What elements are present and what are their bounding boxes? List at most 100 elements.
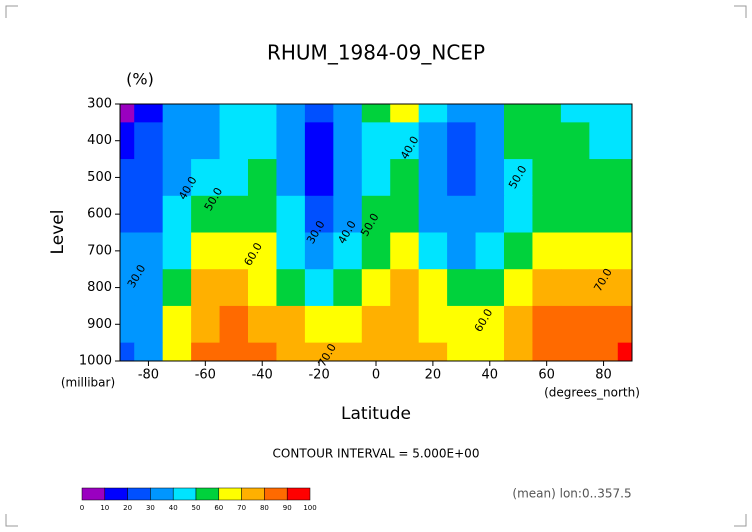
contour-cell <box>219 195 249 233</box>
colorbar-label: 10 <box>100 504 109 512</box>
contour-cell <box>532 104 562 123</box>
contour-cell <box>276 269 306 307</box>
y-units: (millibar) <box>61 376 115 390</box>
contour-cell <box>589 195 619 233</box>
contour-cell <box>191 232 221 270</box>
contour-cell <box>447 232 477 270</box>
contour-cell <box>560 159 590 197</box>
contour-cell <box>333 232 363 270</box>
units: (%) <box>126 70 154 89</box>
contour-cell <box>504 159 533 197</box>
contour-cell <box>589 305 619 344</box>
contour-cell <box>120 104 135 123</box>
contour-cell <box>219 269 249 307</box>
colorbar-box <box>286 487 311 501</box>
contour-cell <box>390 104 420 123</box>
y-tick-label: 500 <box>87 170 112 185</box>
colorbar-label: 80 <box>260 504 269 512</box>
contour-cell <box>447 122 477 160</box>
y-tick-label: 600 <box>87 207 112 222</box>
contour-cell <box>475 104 505 123</box>
contour-cell <box>333 159 363 197</box>
contour-cell <box>361 195 391 233</box>
contour-cell <box>276 122 306 160</box>
contour-cell <box>191 159 221 197</box>
contour-cell <box>504 104 533 123</box>
contour-cell <box>504 232 533 270</box>
contour-cell <box>447 305 477 344</box>
contour-cell <box>418 159 448 197</box>
contour-cell <box>219 122 249 160</box>
contour-cell <box>248 104 277 123</box>
contour-cell <box>617 122 633 160</box>
contour-cell <box>475 269 505 307</box>
x-axis-label: Latitude <box>341 404 411 424</box>
contour-cell <box>276 232 306 270</box>
contour-cell <box>390 269 420 307</box>
x-tick-label: -60 <box>195 368 216 383</box>
colorbar-box <box>150 487 174 501</box>
contour-cell <box>162 195 192 233</box>
contour-cell <box>617 342 633 362</box>
contour-cell <box>333 269 363 307</box>
contour-cell <box>120 232 135 270</box>
contour-cell <box>134 269 164 307</box>
crop-marks <box>5 5 747 527</box>
contour-cell <box>304 195 334 233</box>
contour-cell <box>162 232 192 270</box>
chart-title: RHUM_1984-09_NCEP <box>267 41 485 65</box>
y-tick-label: 300 <box>87 97 112 112</box>
contour-cell <box>191 269 221 307</box>
contour-cell <box>191 122 221 160</box>
contour-cell <box>219 342 249 362</box>
contour-cell <box>361 232 391 270</box>
contour-cell <box>617 305 633 344</box>
x-tick-label: 40 <box>482 368 499 383</box>
contour-cell <box>532 122 562 160</box>
contour-cell <box>120 122 135 160</box>
contour-cell <box>617 104 633 123</box>
colorbar-box <box>241 487 265 501</box>
contour-cell <box>418 122 448 160</box>
x-tick-label: -40 <box>252 368 273 383</box>
colorbar-box <box>218 487 242 501</box>
colorbar-label: 50 <box>192 504 201 512</box>
contour-cell <box>333 305 363 344</box>
contour-cell <box>219 159 249 197</box>
contour-cell <box>162 159 192 197</box>
contour-cell <box>560 104 590 123</box>
contour-cell <box>447 342 477 362</box>
contour-cell <box>361 269 391 307</box>
contour-cell <box>134 159 164 197</box>
contour-cell <box>560 342 590 362</box>
contour-cell <box>304 122 334 160</box>
contour-cell <box>134 195 164 233</box>
contour-cell <box>191 195 221 233</box>
contour-cell <box>276 104 306 123</box>
contour-cell <box>134 342 164 362</box>
contour-cell <box>504 305 533 344</box>
colorbar-box <box>127 487 151 501</box>
contour-cell <box>532 232 562 270</box>
contour-cell <box>219 232 249 270</box>
contour-cell <box>333 122 363 160</box>
contour-cell <box>120 342 135 362</box>
contour-cell <box>191 104 221 123</box>
y-axis-label: Level <box>48 210 68 255</box>
contour-cell <box>276 342 306 362</box>
contour-cell <box>532 195 562 233</box>
contour-cell <box>134 122 164 160</box>
contour-interval: CONTOUR INTERVAL = 5.000E+00 <box>273 447 480 461</box>
contour-cell <box>418 269 448 307</box>
contour-cell <box>504 122 533 160</box>
contour-cell <box>418 342 448 362</box>
contour-cell <box>504 195 533 233</box>
contour-cell <box>304 342 334 362</box>
contour-cell <box>333 104 363 123</box>
colorbar-box <box>172 487 197 501</box>
contour-cell <box>560 195 590 233</box>
contour-cell <box>475 342 505 362</box>
contour-cell <box>219 305 249 344</box>
contour-cell <box>617 269 633 307</box>
contour-cell <box>447 159 477 197</box>
